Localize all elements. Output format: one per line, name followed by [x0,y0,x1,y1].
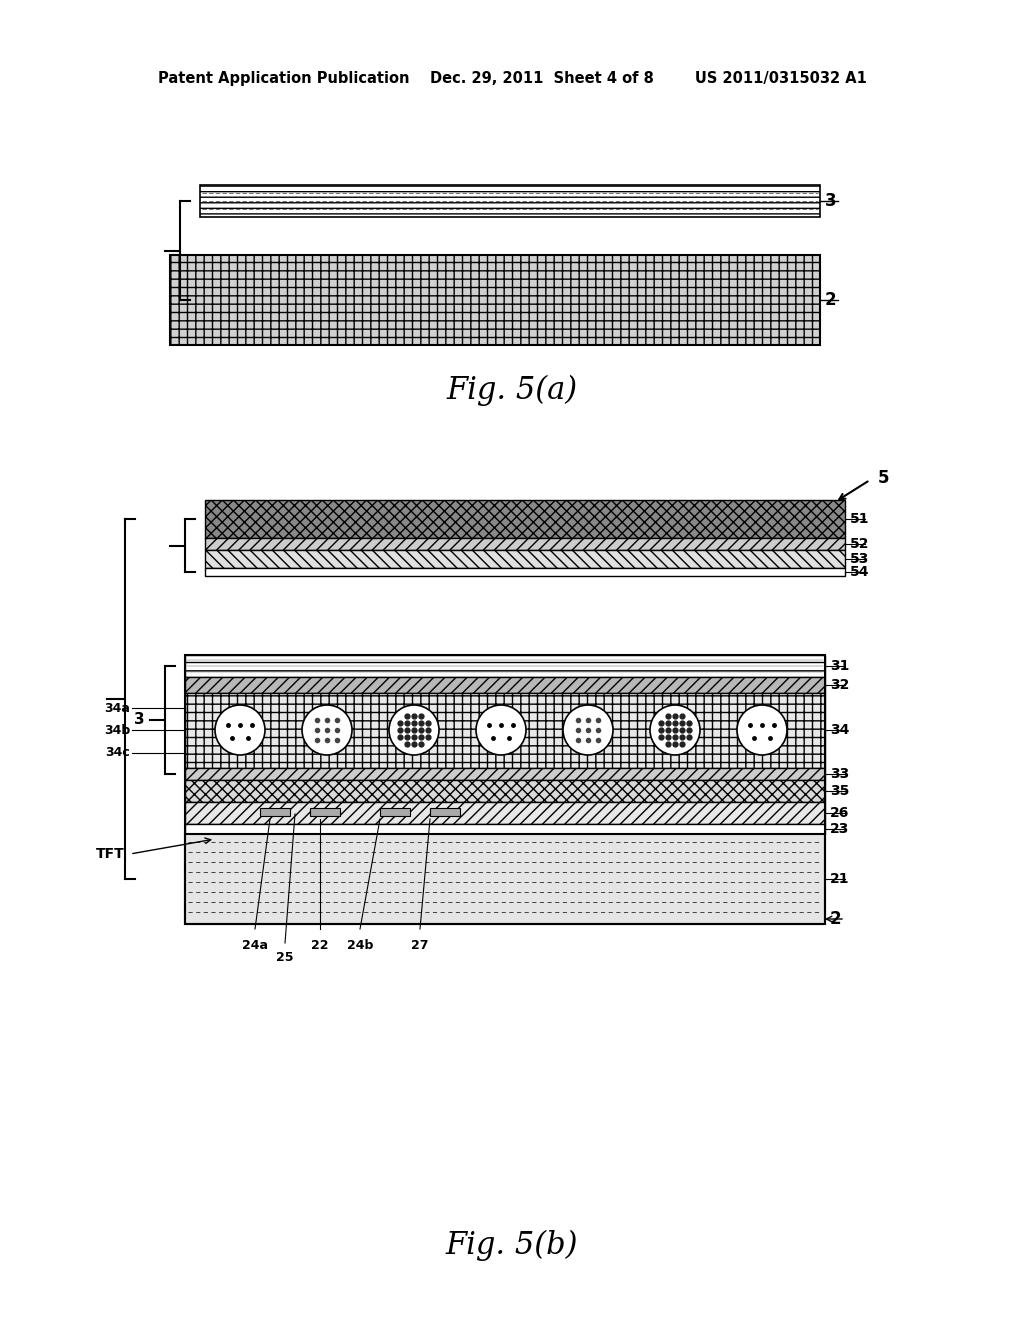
Text: 34: 34 [830,723,849,737]
Bar [205,550,845,568]
Text: 34a: 34a [104,701,130,714]
Bar [205,500,845,539]
Bar [200,185,820,216]
Text: 2: 2 [825,290,837,309]
Text: 25: 25 [276,950,294,964]
Text: 3: 3 [134,713,145,727]
Bar [260,808,290,816]
Text: Fig. 5(a): Fig. 5(a) [446,375,578,405]
Bar [430,808,460,816]
Bar [185,693,825,768]
Bar [205,568,845,576]
Bar [185,803,825,824]
Circle shape [389,705,439,755]
Text: 35: 35 [830,784,849,799]
Text: 32: 32 [830,678,849,692]
Text: 22: 22 [311,939,329,952]
Bar [310,808,340,816]
Circle shape [215,705,265,755]
Bar [185,677,825,693]
Text: 3: 3 [825,191,837,210]
Text: 51: 51 [850,512,869,525]
Text: 23: 23 [830,822,849,836]
Bar [170,255,820,345]
Text: 33: 33 [830,767,849,781]
Text: 34c: 34c [105,747,130,759]
Text: 26: 26 [830,807,849,820]
Bar [185,655,825,924]
Bar [185,655,825,677]
Bar [185,824,825,834]
Bar [205,539,845,550]
Text: 54: 54 [850,565,869,579]
Text: 5: 5 [878,469,890,487]
Bar [380,808,410,816]
Circle shape [476,705,526,755]
Text: 2: 2 [830,909,842,928]
Circle shape [650,705,700,755]
Text: 31: 31 [830,659,849,673]
Bar [185,780,825,803]
Circle shape [737,705,787,755]
Circle shape [563,705,613,755]
Bar [185,768,825,780]
Text: 52: 52 [850,537,869,550]
Text: 27: 27 [412,939,429,952]
Bar [185,834,825,924]
Text: 24a: 24a [242,939,268,952]
Text: 24b: 24b [347,939,373,952]
Text: 21: 21 [830,873,850,886]
Circle shape [302,705,352,755]
Text: 53: 53 [850,552,869,566]
Text: Patent Application Publication    Dec. 29, 2011  Sheet 4 of 8        US 2011/031: Patent Application Publication Dec. 29, … [158,70,866,86]
Text: TFT: TFT [96,847,125,861]
Text: 34b: 34b [103,723,130,737]
Text: Fig. 5(b): Fig. 5(b) [445,1229,579,1261]
